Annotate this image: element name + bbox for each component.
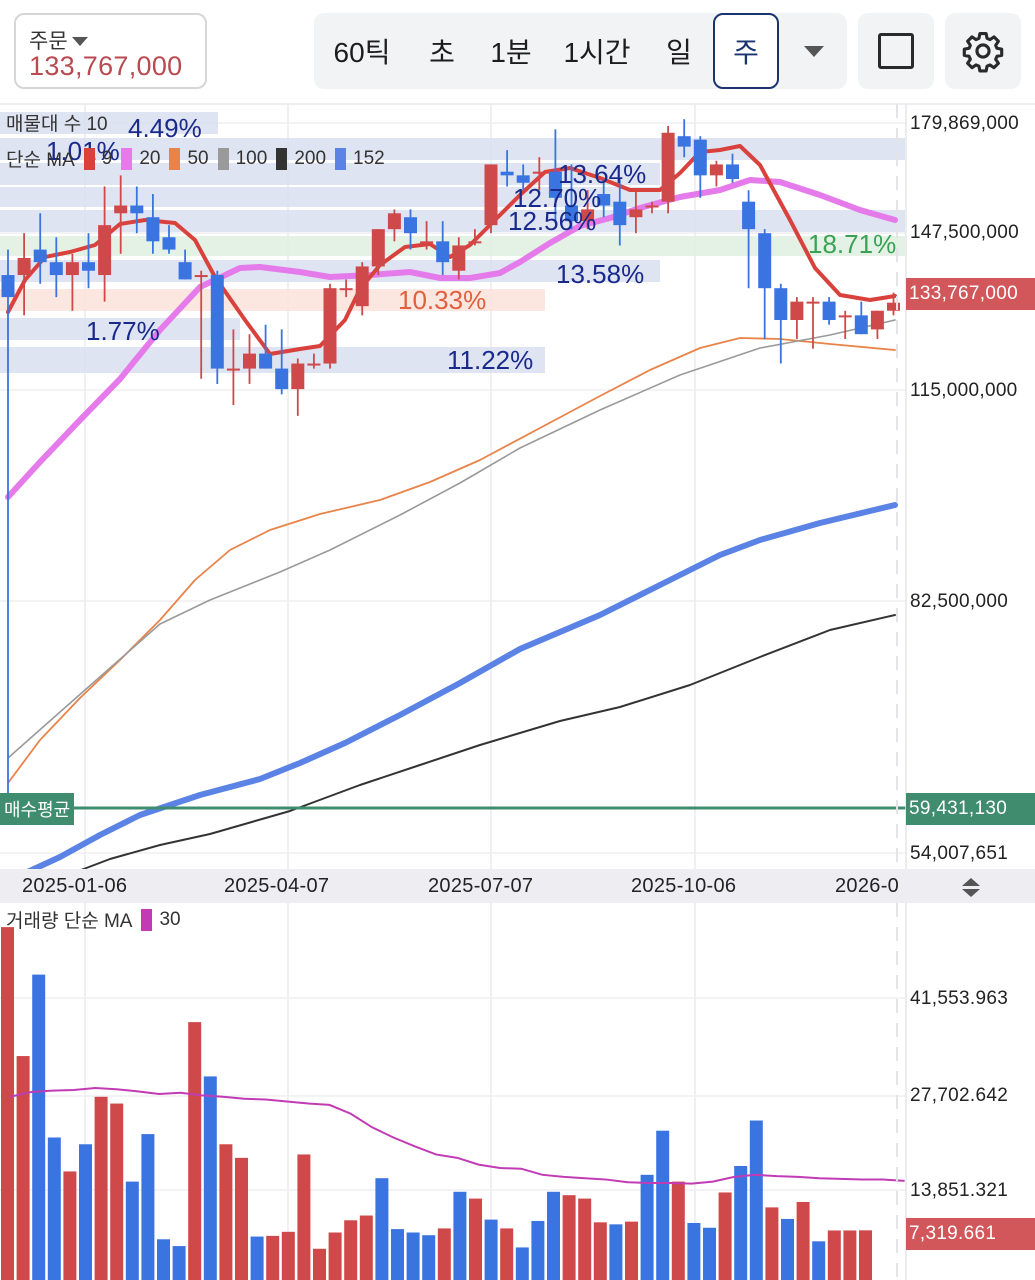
ma20-swatch xyxy=(121,147,133,170)
ma100-swatch xyxy=(217,147,229,170)
avg-buy-price-tag: 59,431,130 xyxy=(906,793,1035,825)
svg-text:13.58%: 13.58% xyxy=(556,259,644,289)
ma50-swatch xyxy=(169,147,181,170)
volume-legend: 거래량 단순 MA 30 xyxy=(6,906,181,933)
svg-text:1.01%: 1.01% xyxy=(46,136,120,166)
volume-ma-label: 30 xyxy=(159,908,181,930)
date-tick: 2025-04-07 xyxy=(224,875,330,897)
svg-text:18.71%: 18.71% xyxy=(808,229,896,259)
current-volume-tag: 7,319.661 xyxy=(906,1218,1035,1250)
volume-tick: 27,702.642 xyxy=(910,1085,1009,1106)
svg-text:12.70%: 12.70% xyxy=(513,183,601,213)
caret-down-icon xyxy=(71,36,88,46)
order-label-text: 주문 xyxy=(29,30,68,53)
date-tick: 2025-10-06 xyxy=(631,875,737,897)
current-price-tag: 133,767,000 xyxy=(906,278,1035,310)
resize-updown-icon[interactable] xyxy=(961,876,981,898)
date-tick: 2025-07-07 xyxy=(428,875,534,897)
gear-icon xyxy=(962,32,1004,73)
avg-buy-label: 매수평균 xyxy=(0,793,75,825)
svg-text:13.64%: 13.64% xyxy=(558,159,646,189)
ma9-label: 9 xyxy=(101,147,113,169)
ma50-label: 50 xyxy=(187,147,209,169)
timeframe-week[interactable]: 주 xyxy=(713,13,779,89)
volume-legend-title: 거래량 단순 MA xyxy=(6,911,133,932)
ma152-swatch xyxy=(335,147,347,170)
price-tick: 54,007,651 xyxy=(910,843,1009,864)
ma200-label: 200 xyxy=(294,147,327,169)
chevron-down-icon[interactable] xyxy=(804,46,824,57)
timeframe-selector: 60틱 초 1분 1시간 일 주 xyxy=(314,13,847,89)
order-button[interactable]: 주문 133,767,000 xyxy=(14,13,207,89)
svg-text:4.49%: 4.49% xyxy=(128,113,202,143)
ma9-swatch xyxy=(83,147,95,170)
volume-profile-labels: 4.49% 1.01% 13.64%12.70%12.56% 18.71% 13.58%… xyxy=(46,113,896,375)
volume-bars xyxy=(1,927,872,1280)
volume-profile-legend: 매물대 수 10 xyxy=(6,114,108,135)
svg-text:10.33%: 10.33% xyxy=(398,285,486,315)
volume-tick: 13,851.321 xyxy=(910,1180,1009,1201)
timeframe-1hour[interactable]: 1시간 xyxy=(563,37,631,68)
date-tick: 2025-01-06 xyxy=(22,875,128,897)
ma200-swatch xyxy=(276,147,288,170)
order-price: 133,767,000 xyxy=(29,51,183,81)
timeframe-second[interactable]: 초 xyxy=(429,37,455,68)
order-label: 주문 xyxy=(29,25,88,55)
top-toolbar: 주문 133,767,000 60틱 초 1분 1시간 일 주 xyxy=(0,0,1035,102)
ma152-label: 152 xyxy=(353,147,385,169)
svg-text:12.56%: 12.56% xyxy=(508,206,596,236)
volume-tick: 41,553.963 xyxy=(910,988,1009,1009)
timeframe-1min[interactable]: 1분 xyxy=(490,37,532,68)
timeframe-60tick[interactable]: 60틱 xyxy=(333,37,391,68)
ma-legend-title: 단순 MA xyxy=(6,150,75,171)
square-icon xyxy=(878,33,914,69)
price-tick: 179,869,000 xyxy=(910,113,1019,134)
settings-button[interactable] xyxy=(945,13,1021,89)
date-axis[interactable]: 2025-01-06 2025-04-07 2025-07-07 2025-10… xyxy=(0,869,1035,903)
candlesticks xyxy=(1,119,900,821)
price-tick: 82,500,000 xyxy=(910,591,1009,612)
timeframe-day[interactable]: 일 xyxy=(666,37,692,68)
price-tick: 147,500,000 xyxy=(910,222,1019,243)
volume-ma-swatch xyxy=(141,908,153,931)
ma-legend: 단순 MA 9 20 50 100 200 152 xyxy=(6,145,385,172)
price-tick: 115,000,000 xyxy=(910,380,1018,401)
date-tick: 2026-0 xyxy=(835,875,900,897)
layout-button[interactable] xyxy=(858,13,934,89)
ma20-label: 20 xyxy=(139,147,161,169)
volume-ma-line xyxy=(9,1086,905,1185)
svg-text:1.77%: 1.77% xyxy=(86,316,160,346)
ma100-label: 100 xyxy=(235,147,268,169)
svg-text:11.22%: 11.22% xyxy=(447,345,533,375)
